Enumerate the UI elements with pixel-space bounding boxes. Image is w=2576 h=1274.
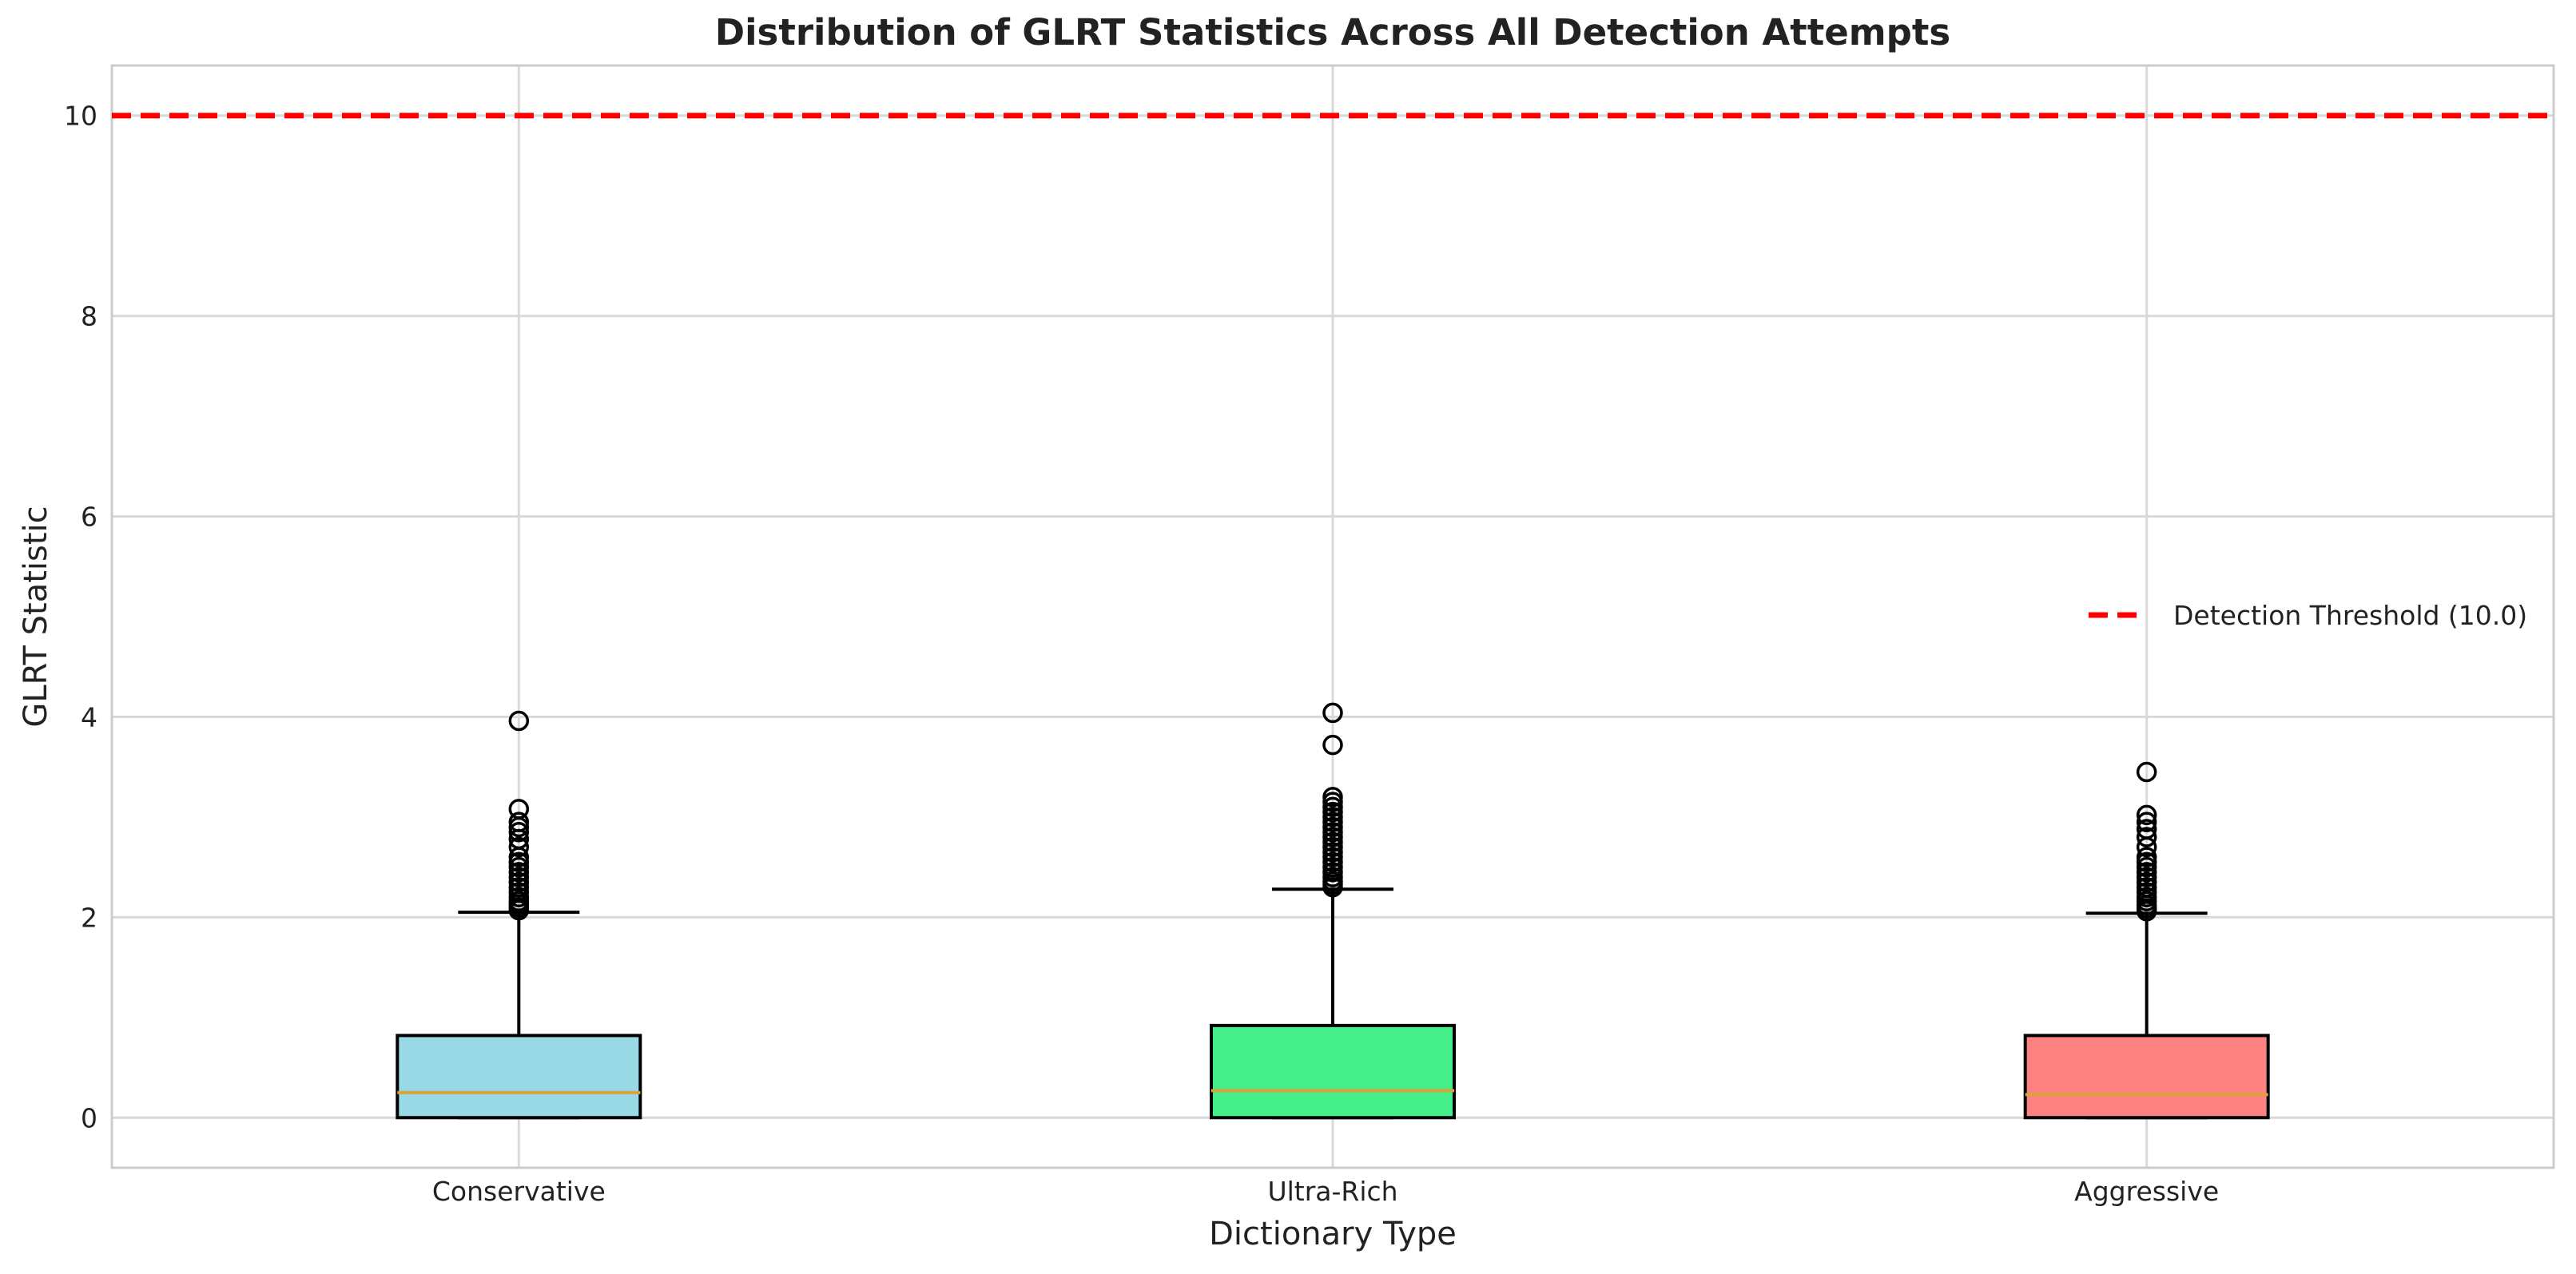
outlier-point [508, 710, 530, 732]
chart-title: Distribution of GLRT Statistics Across A… [715, 11, 1950, 54]
box-body [2023, 1034, 2270, 1120]
y-tick-label: 6 [81, 502, 97, 533]
box-group [1210, 702, 1456, 1120]
y-axis-ticks: 0 2 4 6 8 10 [64, 101, 97, 1134]
outlier-point [508, 799, 530, 820]
outlier-point [1322, 702, 1343, 724]
box-series [396, 702, 2270, 1120]
x-tick-label: Aggressive [2074, 1176, 2219, 1207]
y-tick-label: 10 [64, 101, 97, 132]
outlier-point [2136, 819, 2157, 839]
outlier-point [2136, 761, 2157, 783]
x-tick-label: Conservative [432, 1176, 606, 1207]
y-tick-label: 8 [81, 301, 97, 332]
outlier-point [2136, 827, 2157, 847]
legend-threshold-label: Detection Threshold (10.0) [2173, 600, 2527, 631]
legend: Detection Threshold (10.0) [2089, 600, 2527, 631]
outlier-point [508, 812, 530, 832]
outlier-point [1322, 787, 1343, 808]
x-axis-label: Dictionary Type [1209, 1216, 1457, 1252]
box-body [396, 1034, 642, 1120]
x-axis-ticks: Conservative Ultra-Rich Aggressive [432, 1176, 2219, 1207]
plot-area [110, 64, 2555, 1169]
outlier-point [508, 836, 530, 858]
y-tick-label: 0 [81, 1102, 97, 1133]
y-axis-label: GLRT Statistic [18, 506, 54, 727]
outlier-point [1322, 734, 1343, 756]
box-group [396, 710, 642, 1120]
outlier-point [2136, 847, 2157, 867]
box-body [1210, 1023, 1456, 1120]
outlier-point [2136, 812, 2157, 832]
y-tick-label: 2 [81, 902, 97, 933]
x-tick-label: Ultra-Rich [1267, 1176, 1397, 1207]
box-group [2023, 761, 2270, 1120]
outlier-point [2136, 804, 2157, 826]
y-tick-label: 4 [81, 701, 97, 732]
